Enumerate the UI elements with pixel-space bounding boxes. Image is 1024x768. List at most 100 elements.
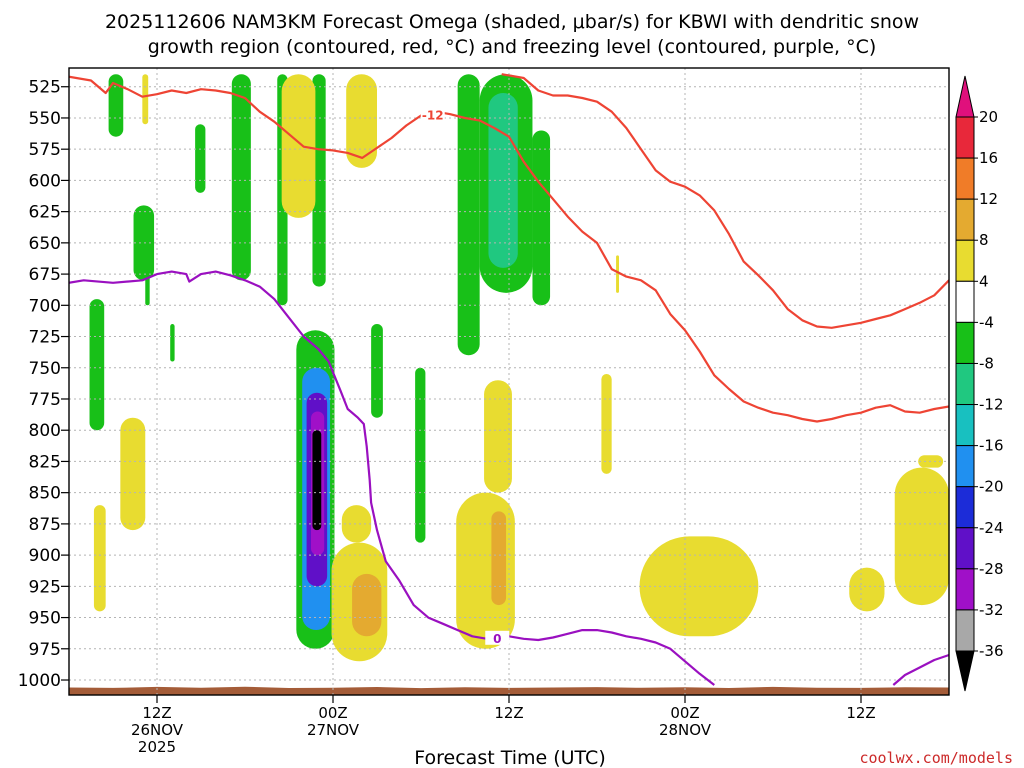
y-tick-label: 600: [29, 171, 61, 191]
omega-cell: [532, 130, 551, 306]
omega-cell: [601, 374, 612, 474]
x-tick-label: 26NOV: [131, 721, 184, 739]
x-axis-label: Forecast Time (UTC): [414, 747, 605, 768]
surface-terrain: [69, 686, 949, 695]
colorbar-segment: [955, 568, 975, 611]
y-tick-label: 775: [29, 390, 61, 410]
omega-cell: [457, 74, 480, 356]
y-tick-label: 675: [29, 265, 61, 285]
colorbar-segment: [955, 404, 975, 447]
y-tick-label: 850: [29, 484, 61, 504]
contour-label-background: [485, 630, 510, 645]
colorbar-segment: [955, 116, 975, 159]
contour-dgz-upper: [69, 75, 949, 423]
x-tick-label: 28NOV: [659, 721, 712, 739]
colorbar-label: -16: [979, 437, 1004, 455]
colorbar-segment: [955, 280, 975, 323]
omega-cell: [195, 124, 206, 193]
omega-cell: [484, 380, 512, 493]
colorbar-segment: [955, 362, 975, 406]
colorbar-label: 12: [979, 190, 998, 208]
colorbar-label: -12: [979, 396, 1004, 414]
colorbar-label: 4: [979, 272, 989, 290]
chart-title-line-2: growth region (contoured, red, °C) and f…: [148, 36, 877, 58]
omega-cell: [312, 430, 322, 531]
colorbar-bottom-arrow: [955, 650, 975, 692]
colorbar-segment: [955, 609, 975, 652]
y-tick-label: 725: [29, 328, 61, 348]
y-tick-label: 550: [29, 109, 61, 129]
grid: [69, 68, 949, 695]
y-tick-label: 650: [29, 234, 61, 254]
colorbar-label: -36: [979, 642, 1004, 660]
y-tick-label: 750: [29, 359, 61, 379]
y-tick-label: 625: [29, 203, 61, 223]
colorbar-segment: [955, 198, 975, 241]
colorbar-label: 8: [979, 231, 989, 249]
omega-cell: [616, 255, 619, 293]
omega-cell: [352, 573, 382, 637]
x-tick-label: 12Z: [494, 704, 523, 722]
y-tick-label: 800: [29, 421, 61, 441]
colorbar-label: -32: [979, 601, 1004, 619]
y-tick-label: 950: [29, 609, 61, 629]
y-tick-label: 700: [29, 296, 61, 316]
x-tick-label: 12Z: [846, 704, 875, 722]
y-tick-label: 575: [29, 140, 61, 160]
y-tick-label: 900: [29, 546, 61, 566]
colorbar-label: 16: [979, 149, 998, 167]
colorbar: 20 16 12 8 4 -4 -8 -12 -16 -20 -24 -28 -32 -36: [955, 75, 1004, 692]
omega-cell: [849, 567, 885, 612]
omega-cell: [456, 492, 515, 649]
colorbar-label: -4: [979, 313, 994, 331]
y-tick-label: 975: [29, 640, 61, 660]
colorbar-segment: [955, 321, 975, 364]
contour-label: 0: [493, 632, 501, 646]
terrain-band: [69, 686, 949, 695]
y-tick-label: 925: [29, 577, 61, 597]
contour-freezing-level-right: [892, 653, 949, 686]
x-tick-label: 27NOV: [307, 721, 360, 739]
omega-cell: [346, 74, 377, 168]
omega-cell: [371, 324, 383, 418]
omega-cell: [341, 505, 372, 543]
contour-dgz-lower: [501, 73, 949, 329]
colorbar-segment: [955, 486, 975, 529]
contour-freezing-level: [69, 270, 715, 686]
colorbar-label: -28: [979, 560, 1004, 578]
colorbar-segment: [955, 157, 975, 200]
colorbar-label: 20: [979, 108, 998, 126]
colorbar-label: -24: [979, 519, 1004, 537]
colorbar-segment: [955, 527, 975, 570]
y-tick-label: 825: [29, 452, 61, 472]
colorbar-segment: [955, 445, 975, 488]
contour-label-background: [420, 107, 445, 122]
omega-cell: [142, 74, 149, 125]
omega-cell: [170, 324, 175, 362]
colorbar-label: -8: [979, 354, 994, 372]
omega-cell: [133, 205, 155, 281]
omega-cell: [639, 536, 759, 637]
x-tick-label: 12Z: [142, 704, 171, 722]
x-tick-label: 2025: [138, 738, 176, 756]
omega-cell: [488, 92, 518, 268]
omega-cell: [93, 505, 106, 612]
x-tick-label: 00Z: [670, 704, 699, 722]
omega-cell: [491, 511, 507, 606]
x-tick-label: 00Z: [318, 704, 347, 722]
omega-cell: [894, 467, 949, 606]
y-tick-label: 525: [29, 78, 61, 98]
omega-cell: [120, 417, 146, 531]
colorbar-label: -20: [979, 478, 1004, 496]
contour-label: -12: [422, 108, 444, 122]
colorbar-segment: [955, 239, 975, 282]
contours: -12 0: [69, 73, 949, 686]
omega-cell: [89, 299, 105, 431]
omega-cell: [281, 74, 316, 218]
y-axis-ticks: 525 550 575 600 625 650 675 700 725 750 775 800 825 8…: [18, 78, 69, 691]
chart-title-line-1: 2025112606 NAM3KM Forecast Omega (shaded…: [105, 11, 919, 33]
omega-cell: [415, 367, 426, 543]
colorbar-top-arrow: [955, 75, 975, 118]
